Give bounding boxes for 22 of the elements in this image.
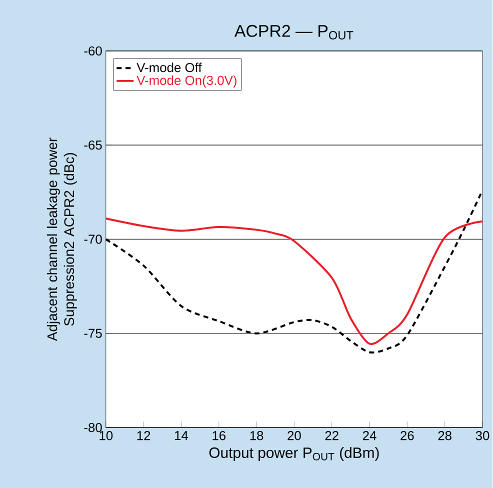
x-tick-label: 30 — [476, 430, 490, 440]
x-tick-label: 20 — [288, 430, 301, 440]
y-tick-label: -60 — [84, 46, 102, 56]
x-tick-label: 18 — [250, 430, 264, 440]
x-tick-label: 14 — [175, 430, 188, 440]
y-axis-title: Adjacent channel leakage power Suppression2 ACPR2 (dBc) — [46, 137, 77, 341]
line-series — [104, 217, 484, 344]
chart-title: ACPR2 — P$_{OUT}$ — [234, 24, 354, 40]
y-tick-label: -65 — [84, 140, 102, 150]
x-tick-label: 22 — [325, 430, 338, 440]
x-tick-label: 28 — [438, 430, 452, 440]
y-tick-label: -80 — [84, 422, 102, 432]
y-tick-label: -75 — [84, 328, 102, 338]
x-tick-label: 16 — [212, 430, 226, 440]
x-tick-label: 24 — [362, 430, 376, 440]
x-axis-title: Output power P$_{OUT}$ (dBm) — [209, 446, 379, 461]
legend-label: V-mode On(3.0V) — [136, 75, 236, 88]
legend-label: V-mode Off — [136, 62, 202, 72]
x-tick-label: 26 — [400, 430, 414, 440]
x-tick-label: 10 — [100, 430, 113, 440]
y-tick-label: -70 — [84, 234, 102, 244]
x-tick-label: 12 — [137, 430, 150, 440]
